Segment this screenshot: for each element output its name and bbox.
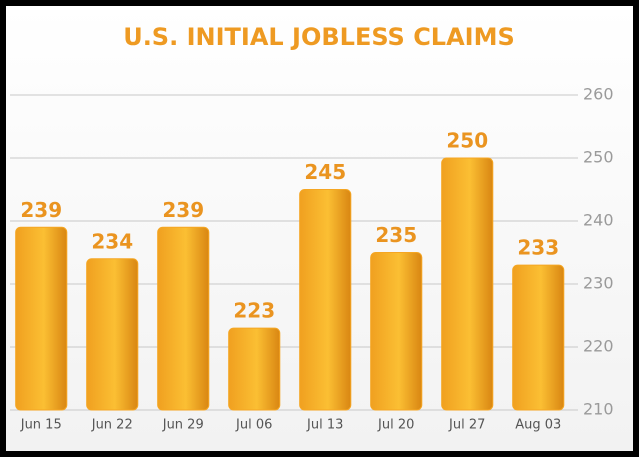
x-tick-label: Jul 20 [377,418,414,433]
y-tick-label: 230 [583,274,614,293]
bar [157,226,210,411]
y-tick-label: 250 [583,148,614,167]
data-label: 239 [162,198,204,222]
data-label: 235 [375,223,417,247]
bar [299,189,352,411]
y-tick-label: 210 [583,400,614,419]
x-tick-label: Aug 03 [515,418,561,433]
data-label: 239 [20,198,62,222]
bar [86,258,139,411]
bar [228,327,281,411]
data-label: 234 [91,229,133,253]
y-tick-label: 260 [583,85,614,104]
y-tick-label: 240 [583,211,614,230]
x-tick-label: Jul 13 [306,418,343,433]
data-label: 250 [446,129,488,153]
x-tick-label: Jul 27 [448,418,485,433]
bar [512,264,565,411]
data-label: 233 [517,236,559,260]
chart-title: U.S. INITIAL JOBLESS CLAIMS [123,23,515,51]
data-label: 223 [233,299,275,323]
x-tick-label: Jun 15 [20,418,62,433]
bar [370,252,423,411]
y-tick-label: 220 [583,337,614,356]
x-tick-label: Jun 29 [162,418,204,433]
bar [15,226,68,411]
data-label: 245 [304,160,346,184]
x-tick-label: Jun 22 [91,418,133,433]
x-tick-label: Jul 06 [235,418,272,433]
bar [441,157,494,411]
